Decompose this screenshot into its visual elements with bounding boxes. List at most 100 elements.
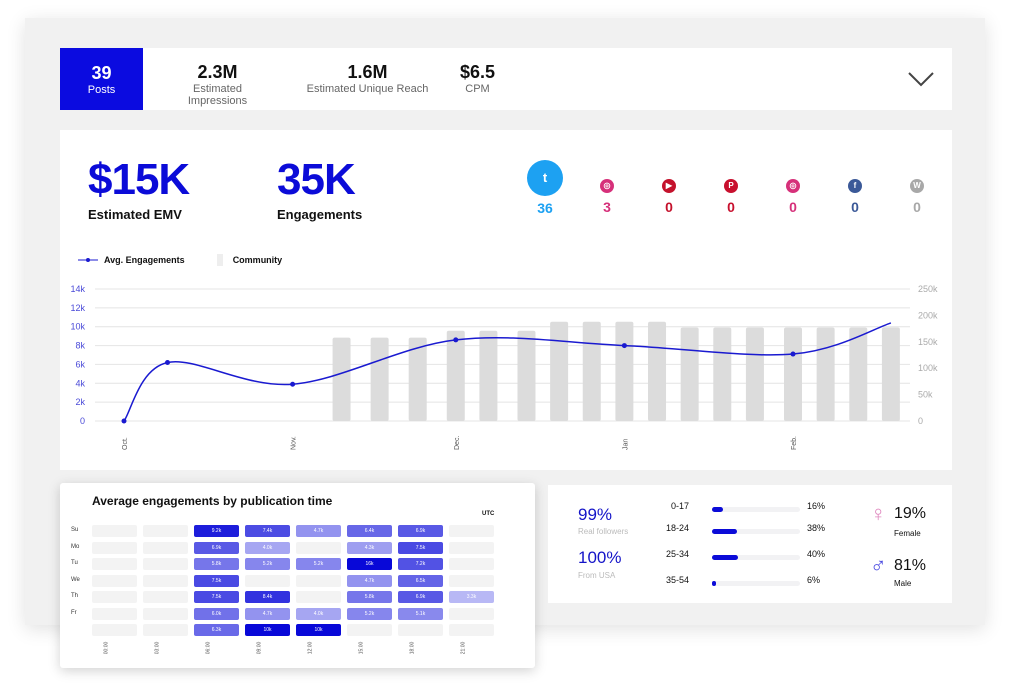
- heatmap-cell[interactable]: 7.5k: [194, 574, 239, 587]
- posts-value: 39: [91, 63, 112, 83]
- heatmap-cell[interactable]: 7.5k: [194, 591, 239, 603]
- heatmap-cell[interactable]: [143, 558, 188, 570]
- heatmap-cell[interactable]: 5.2k: [296, 558, 341, 570]
- instagram-icon: ◎: [600, 179, 614, 193]
- heatmap-cell[interactable]: [449, 541, 494, 554]
- y-left-tick: 0: [80, 416, 85, 426]
- heatmap-cell[interactable]: [296, 591, 341, 603]
- timezone-label: UTC: [482, 511, 495, 517]
- heatmap-cell[interactable]: 5.2k: [245, 558, 290, 570]
- heatmap-cell[interactable]: 10k: [296, 624, 341, 636]
- heatmap-cell[interactable]: 6.3k: [194, 624, 239, 636]
- time-label: 15:00: [358, 641, 365, 655]
- avg-engagements-line: [123, 322, 892, 422]
- heatmap-cell[interactable]: [143, 574, 188, 587]
- female-icon: ♀: [870, 501, 887, 526]
- time-label: 03:00: [154, 641, 161, 655]
- heatmap-cell[interactable]: [92, 624, 137, 636]
- chart-legend: Avg. Engagements Community: [78, 254, 282, 266]
- heatmap-cell[interactable]: 4.0k: [245, 541, 290, 554]
- heatmap-cell[interactable]: 7.4k: [245, 525, 290, 537]
- chevron-down-icon[interactable]: [908, 66, 934, 92]
- community-bar: [680, 327, 699, 421]
- social-twitter[interactable]: t 36: [525, 160, 565, 216]
- heatmap-cell[interactable]: 3.3k: [449, 591, 494, 603]
- heatmap-cell[interactable]: [92, 591, 137, 603]
- audience-card: 99% Real followers 100% From USA ♀ 19% F…: [548, 485, 952, 603]
- heatmap-cell[interactable]: 4.7k: [347, 574, 392, 587]
- heatmap-cell[interactable]: 6.0k: [194, 607, 239, 620]
- social-instagram[interactable]: ◎ 0: [773, 170, 813, 215]
- heatmap-cell[interactable]: [449, 558, 494, 570]
- heatmap-cell[interactable]: 4.3k: [347, 541, 392, 554]
- x-tick: Nov.: [291, 436, 298, 450]
- heatmap-cell[interactable]: [143, 525, 188, 537]
- youtube-icon: ▶: [662, 179, 676, 193]
- heatmap-cell[interactable]: 16k: [347, 558, 392, 570]
- heatmap-cell[interactable]: 7.2k: [398, 558, 443, 570]
- social-youtube[interactable]: ▶ 0: [649, 170, 689, 215]
- line-legend-icon: [78, 258, 98, 262]
- emv-value: $15K: [88, 155, 190, 204]
- heatmap-cell[interactable]: [449, 525, 494, 537]
- heatmap-cell[interactable]: 5.8k: [347, 591, 392, 603]
- day-label: We: [71, 576, 80, 583]
- posts-count[interactable]: 39 Posts: [60, 48, 143, 110]
- heatmap-cell[interactable]: [449, 607, 494, 620]
- x-tick: Jan: [622, 439, 629, 450]
- facebook-icon: f: [848, 179, 862, 193]
- heatmap-cell[interactable]: 4.7k: [245, 607, 290, 620]
- heatmap-cell[interactable]: [296, 574, 341, 587]
- heatmap-cell[interactable]: [92, 574, 137, 587]
- heatmap-cell[interactable]: [245, 574, 290, 587]
- heatmap-cell[interactable]: [143, 607, 188, 620]
- engagements-label: Engagements: [277, 207, 363, 222]
- heatmap-cell[interactable]: [143, 541, 188, 554]
- heatmap-cell[interactable]: [143, 591, 188, 603]
- community-bar: [582, 321, 601, 421]
- heatmap-cell[interactable]: 6.9k: [398, 525, 443, 537]
- kpi-value: 1.6M: [347, 62, 388, 82]
- heatmap-cell[interactable]: [347, 624, 392, 636]
- heatmap-cell[interactable]: 9.2k: [194, 525, 239, 537]
- heatmap-cell[interactable]: [449, 574, 494, 587]
- age-bar: [712, 581, 800, 586]
- heatmap-cell[interactable]: 7.5k: [398, 541, 443, 554]
- heatmap-cell[interactable]: 6.5k: [398, 574, 443, 587]
- female-label: Female: [894, 529, 921, 538]
- heatmap-cell[interactable]: [143, 624, 188, 636]
- time-label: 00:00: [103, 641, 110, 655]
- heatmap-cell[interactable]: 4.7k: [296, 525, 341, 537]
- heatmap-cell[interactable]: 6.9k: [398, 591, 443, 603]
- engagements-value: 35K: [277, 155, 356, 204]
- community-bar: [648, 321, 667, 421]
- age-percent: 6%: [807, 575, 821, 585]
- heatmap-cell[interactable]: [92, 525, 137, 537]
- heatmap-cell[interactable]: [92, 607, 137, 620]
- social-instagram[interactable]: ◎ 3: [587, 170, 627, 215]
- social-count: 0: [913, 199, 921, 215]
- heatmap-cell[interactable]: [296, 541, 341, 554]
- heatmap-cell[interactable]: 6.9k: [194, 541, 239, 554]
- heatmap-cell[interactable]: [398, 624, 443, 636]
- heatmap-cell[interactable]: [92, 558, 137, 570]
- heatmap-cell[interactable]: 5.8k: [194, 558, 239, 570]
- heatmap-cell[interactable]: 5.1k: [398, 607, 443, 620]
- kpi-reach: 1.6M Estimated Unique Reach: [305, 62, 430, 95]
- x-tick: Feb.: [791, 436, 798, 450]
- legend-avg-engagements: Avg. Engagements: [104, 255, 185, 265]
- heatmap-cell[interactable]: 4.0k: [296, 607, 341, 620]
- heatmap-cell[interactable]: [92, 541, 137, 554]
- social-count: 0: [789, 199, 797, 215]
- heatmap-cell[interactable]: 5.2k: [347, 607, 392, 620]
- legend-community: Community: [232, 255, 283, 265]
- twitter-icon: t: [527, 160, 563, 196]
- heatmap-cell[interactable]: 8.4k: [245, 591, 290, 603]
- heatmap-cell[interactable]: [449, 624, 494, 636]
- heatmap-cell[interactable]: 10k: [245, 624, 290, 636]
- heatmap-cell[interactable]: 6.4k: [347, 525, 392, 537]
- x-tick: Oct.: [122, 437, 129, 450]
